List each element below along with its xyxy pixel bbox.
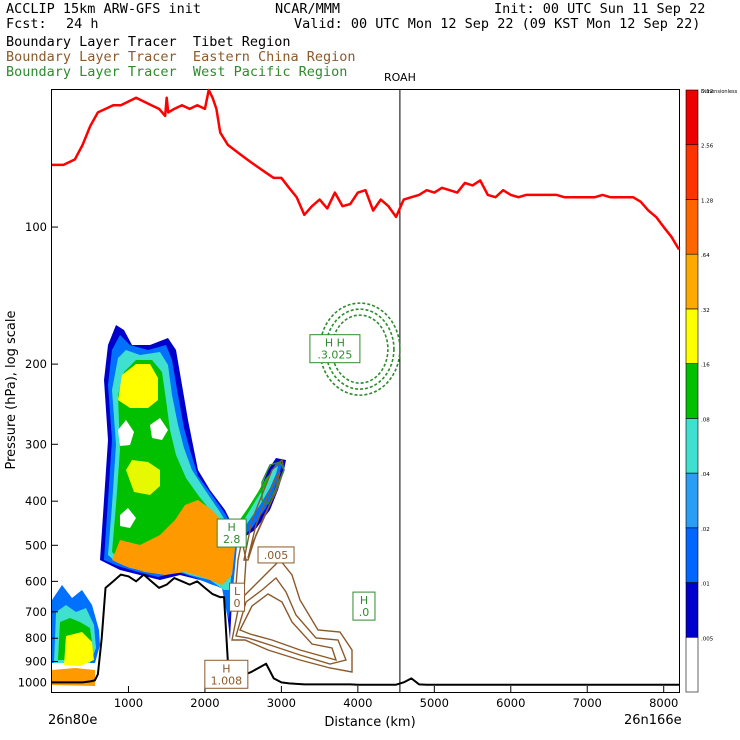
colorbar-segment-7 (685, 308, 699, 364)
colorbar-level-4: .04 (701, 472, 710, 478)
colorbar-level-10: 2.56 (701, 144, 714, 150)
colorbar-level-2: .01 (701, 582, 710, 588)
y-tick-label-500: 500 (25, 538, 47, 552)
contour-label-text-6-1: H H (325, 337, 345, 350)
y-tick-label-900: 900 (25, 655, 47, 669)
colorbar-segment-5 (685, 418, 699, 474)
contour-label-text-4-2: .0 (359, 606, 370, 619)
contour-label-box-4 (352, 591, 376, 621)
colorbar-segment-9 (685, 199, 699, 255)
shade-yellow-left (64, 632, 94, 666)
legend-entry-tibet: Boundary Layer Tracer Tibet Region (6, 34, 291, 50)
y-tick-label-400: 400 (25, 494, 47, 508)
eastern-china-contour-2 (235, 576, 347, 665)
forecast-hours: 24 h (66, 16, 99, 32)
x-tick-label-7000: 7000 (573, 696, 602, 710)
valid-time: Valid: 00 UTC Mon 12 Sep 22 (09 KST Mon … (294, 16, 701, 32)
shade-white-gap-1 (118, 420, 134, 446)
eastern-china-contour-3 (239, 593, 338, 662)
x-tick-label-8000: 8000 (649, 696, 678, 710)
y-tick-label-800: 800 (25, 631, 47, 645)
shade-yellow-main (118, 364, 158, 408)
legend-entry-eastern-china: Boundary Layer Tracer Eastern China Regi… (6, 49, 356, 65)
colorbar-level-6: .16 (701, 363, 710, 369)
colorbar-level-9: 1.28 (701, 198, 714, 204)
contour-label-text-4-1: H (360, 594, 368, 607)
contour-label-text-2-1: L (234, 585, 241, 598)
colorbar-level-3: .02 (701, 527, 710, 533)
colorbar-level-7: .32 (701, 308, 710, 314)
y-tick-label-700: 700 (25, 605, 47, 619)
station-marker-label: ROAH (384, 71, 416, 84)
colorbar-level-11: 5.12 (701, 89, 713, 95)
x-tick-label-2000: 2000 (190, 696, 219, 710)
contour-label-box-3 (257, 546, 295, 564)
x-tick-label-5000: 5000 (420, 696, 449, 710)
left-end-label: 26n80e (48, 713, 97, 728)
shade-orange-main (112, 500, 236, 585)
forecast-label: Fcst: (6, 16, 47, 32)
contour-label-text-3-1: .005 (264, 549, 289, 562)
shade-yellow-mid (126, 460, 160, 495)
legend-entry-west-pacific: Boundary Layer Tracer West Pacific Regio… (6, 64, 348, 80)
contour-label-box-6 (309, 334, 361, 364)
main-plume (100, 325, 286, 640)
y-axis-label: Pressure (hPa), log scale (4, 311, 19, 470)
contour-label-text-2-2: 0 (234, 597, 241, 610)
tracer-shading (52, 325, 286, 686)
plot-frame (51, 89, 680, 693)
y-tick-label-600: 600 (25, 574, 47, 588)
west-pacific-contour-plume (261, 461, 285, 506)
shade-white-gap-2 (150, 418, 168, 440)
tropopause-line (52, 88, 681, 251)
eastern-china-contour-1 (231, 558, 353, 673)
y-tick-label-1000: 1000 (18, 675, 47, 689)
contour-label-text-5-2: 1.008 (211, 674, 243, 687)
x-tick-label-6000: 6000 (496, 696, 525, 710)
colorbar-segment-10 (685, 144, 699, 200)
colorbar-segment-4 (685, 472, 699, 529)
y-tick-label-200: 200 (25, 357, 47, 371)
organization-label: NCAR/MMM (275, 1, 341, 17)
contour-label-box-1 (216, 518, 247, 548)
contour-label-box-5 (204, 659, 249, 689)
colorbar-segment-1 (685, 636, 699, 693)
contour-label-text-1-1: H (228, 521, 236, 534)
model-title: ACCLIP 15km ARW-GFS init (6, 1, 202, 17)
colorbar-segment-8 (685, 253, 699, 310)
contour-label-text-6-2: .3.025 (317, 349, 352, 362)
y-tick-label-100: 100 (25, 220, 47, 234)
x-tick-label-3000: 3000 (267, 696, 296, 710)
colorbar-segment-2 (685, 582, 699, 638)
init-time: Init: 00 UTC Sun 11 Sep 22 (494, 1, 706, 17)
colorbar-level-8: .64 (701, 253, 710, 259)
right-end-label: 26n166e (624, 713, 682, 728)
contour-label-text-5-1: H (222, 662, 230, 675)
shade-white-gap-3 (120, 508, 136, 528)
colorbar-segment-11 (685, 89, 699, 146)
contour-label-box-2 (229, 582, 246, 612)
terrain-line (52, 573, 679, 686)
y-tick-label-300: 300 (25, 437, 47, 451)
colorbar-segment-6 (685, 363, 699, 419)
eastern-china-contour-5 (247, 471, 281, 559)
colorbar-level-1: .005 (701, 636, 714, 642)
x-tick-label-1000: 1000 (114, 696, 143, 710)
contour-label-text-1-2: 2.8 (223, 533, 241, 546)
colorbar-title: Dimensionless (701, 89, 738, 95)
shade-green-main (112, 360, 272, 582)
x-axis-label: Distance (km) (324, 715, 415, 730)
x-tick-label-4000: 4000 (343, 696, 372, 710)
colorbar-level-5: .08 (701, 417, 710, 423)
colorbar-segment-3 (685, 527, 699, 583)
